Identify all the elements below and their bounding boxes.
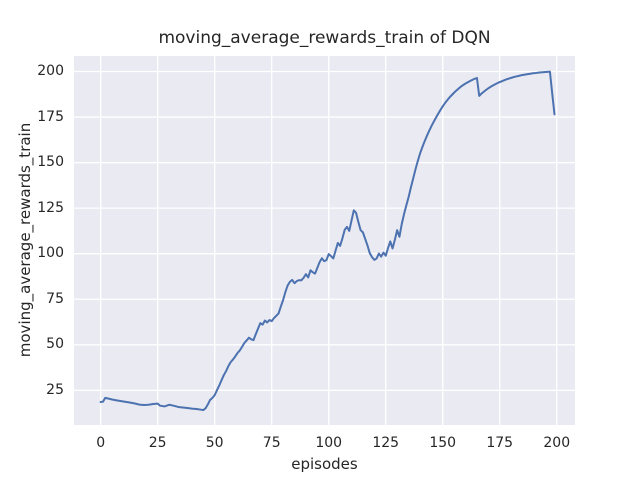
- y-tick-label: 175: [37, 108, 64, 125]
- y-tick-label: 50: [46, 336, 64, 353]
- x-tick-label: 150: [429, 435, 457, 451]
- x-tick-label: 200: [543, 435, 571, 451]
- y-tick-label: 100: [37, 245, 64, 262]
- x-tick-label: 25: [148, 435, 167, 451]
- y-tick-label: 125: [37, 199, 64, 216]
- x-tick-label: 50: [205, 435, 224, 451]
- y-axis-label: moving_average_rewards_train: [16, 122, 34, 358]
- chart-title: moving_average_rewards_train of DQN: [158, 28, 491, 48]
- data-line: [99, 70, 556, 412]
- x-tick-label: 100: [315, 435, 343, 451]
- y-tick-label: 25: [46, 381, 64, 398]
- x-tick-label: 75: [262, 435, 281, 451]
- x-tick-label: 0: [96, 435, 106, 451]
- x-axis-label: episodes: [291, 455, 358, 473]
- x-tick-label: 175: [486, 435, 514, 451]
- plot-area: [74, 56, 575, 425]
- y-tick-label: 200: [37, 62, 64, 79]
- plot-canvas: [74, 56, 575, 425]
- y-tick-label: 75: [46, 290, 64, 307]
- y-tick-label: 150: [37, 154, 64, 171]
- x-tick-label: 125: [372, 435, 400, 451]
